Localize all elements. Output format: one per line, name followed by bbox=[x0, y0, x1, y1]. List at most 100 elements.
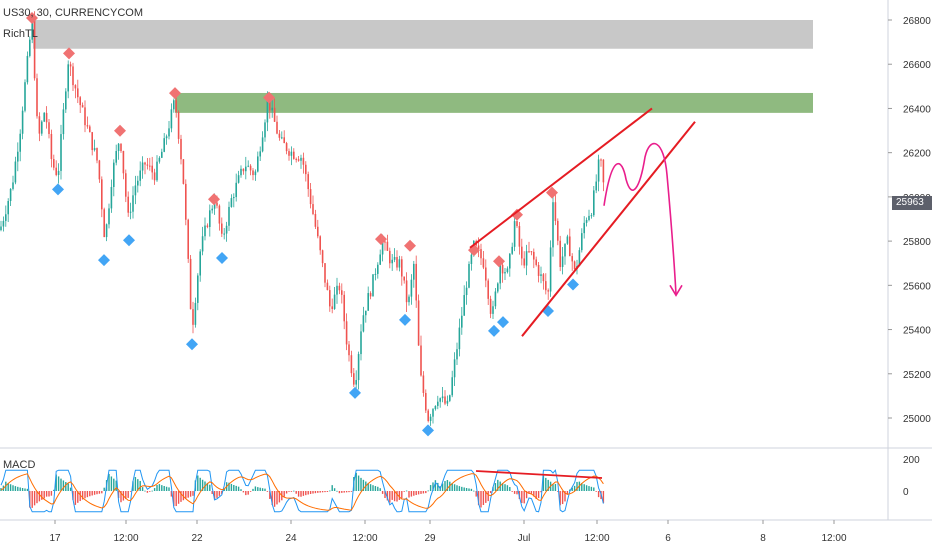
swing-low-marker[interactable] bbox=[422, 424, 434, 437]
candle-body[interactable] bbox=[45, 112, 48, 123]
wedge-lower-line[interactable] bbox=[521, 121, 696, 337]
candle-body[interactable] bbox=[458, 327, 461, 350]
candle-body[interactable] bbox=[5, 214, 7, 221]
candle-body[interactable] bbox=[144, 162, 146, 165]
swing-high-marker[interactable] bbox=[546, 186, 558, 199]
candle-body[interactable] bbox=[549, 247, 552, 292]
candle-body[interactable] bbox=[278, 133, 281, 138]
candle-body[interactable] bbox=[7, 201, 9, 215]
candle-body[interactable] bbox=[326, 282, 329, 291]
candle-body[interactable] bbox=[360, 331, 362, 355]
candle-body[interactable] bbox=[602, 159, 605, 183]
candle-body[interactable] bbox=[468, 263, 470, 288]
candle-body[interactable] bbox=[153, 172, 156, 181]
candle-body[interactable] bbox=[357, 354, 360, 381]
macd-divergence-line[interactable] bbox=[475, 470, 603, 479]
candle-body[interactable] bbox=[115, 151, 117, 163]
candle-body[interactable] bbox=[74, 85, 77, 89]
candle-body[interactable] bbox=[60, 134, 62, 171]
candle-body[interactable] bbox=[386, 241, 389, 251]
swing-high-marker[interactable] bbox=[114, 124, 126, 137]
swing-high-marker[interactable] bbox=[375, 233, 387, 246]
candle-body[interactable] bbox=[9, 188, 12, 202]
candle-body[interactable] bbox=[477, 245, 480, 250]
candle-body[interactable] bbox=[590, 215, 593, 217]
candle-body[interactable] bbox=[389, 250, 391, 264]
candle-body[interactable] bbox=[379, 254, 381, 265]
swing-high-marker[interactable] bbox=[169, 87, 181, 100]
candle-body[interactable] bbox=[33, 20, 36, 79]
candle-body[interactable] bbox=[0, 226, 2, 231]
candle-body[interactable] bbox=[276, 121, 278, 134]
candle-body[interactable] bbox=[295, 158, 297, 160]
candle-body[interactable] bbox=[127, 196, 129, 213]
candle-body[interactable] bbox=[499, 264, 501, 284]
candle-body[interactable] bbox=[230, 198, 233, 207]
candle-body[interactable] bbox=[285, 143, 288, 152]
candle-body[interactable] bbox=[585, 219, 588, 223]
candle-body[interactable] bbox=[259, 151, 261, 157]
candle-body[interactable] bbox=[434, 405, 437, 410]
candle-body[interactable] bbox=[533, 251, 535, 260]
candle-body[interactable] bbox=[367, 293, 369, 311]
candle-body[interactable] bbox=[441, 396, 444, 399]
candle-body[interactable] bbox=[561, 256, 564, 268]
candle-body[interactable] bbox=[91, 132, 93, 151]
candle-body[interactable] bbox=[218, 205, 221, 224]
candle-body[interactable] bbox=[43, 112, 45, 122]
candle-body[interactable] bbox=[530, 251, 533, 253]
candle-body[interactable] bbox=[261, 137, 264, 152]
candle-body[interactable] bbox=[120, 143, 122, 152]
candle-body[interactable] bbox=[237, 175, 240, 183]
candle-body[interactable] bbox=[204, 225, 206, 237]
candle-body[interactable] bbox=[170, 109, 173, 129]
swing-low-marker[interactable] bbox=[488, 324, 500, 337]
candle-body[interactable] bbox=[324, 263, 326, 283]
candle-body[interactable] bbox=[168, 128, 170, 137]
candle-body[interactable] bbox=[453, 359, 456, 378]
candle-body[interactable] bbox=[391, 259, 393, 264]
candle-body[interactable] bbox=[81, 105, 84, 108]
candle-body[interactable] bbox=[17, 151, 19, 162]
candle-body[interactable] bbox=[36, 78, 38, 117]
candle-body[interactable] bbox=[41, 121, 43, 134]
candle-body[interactable] bbox=[103, 209, 105, 238]
candle-body[interactable] bbox=[439, 398, 441, 402]
candle-body[interactable] bbox=[540, 274, 542, 276]
candle-body[interactable] bbox=[429, 416, 432, 421]
candle-body[interactable] bbox=[506, 268, 509, 273]
candle-body[interactable] bbox=[554, 202, 557, 221]
candle-body[interactable] bbox=[309, 189, 312, 205]
candle-body[interactable] bbox=[595, 181, 597, 191]
candle-body[interactable] bbox=[242, 168, 245, 172]
candle-body[interactable] bbox=[146, 164, 149, 166]
candle-body[interactable] bbox=[110, 186, 113, 209]
candle-body[interactable] bbox=[564, 243, 566, 257]
candle-body[interactable] bbox=[2, 220, 5, 227]
macd-signal-line[interactable] bbox=[0, 473, 604, 511]
candle-body[interactable] bbox=[405, 280, 408, 303]
candle-body[interactable] bbox=[69, 64, 72, 67]
candle-body[interactable] bbox=[175, 100, 177, 112]
candle-body[interactable] bbox=[247, 165, 249, 167]
candle-body[interactable] bbox=[381, 241, 384, 255]
candle-body[interactable] bbox=[98, 160, 101, 180]
candle-body[interactable] bbox=[353, 373, 355, 385]
candle-body[interactable] bbox=[201, 236, 204, 252]
resistance-zone-green[interactable] bbox=[175, 92, 813, 113]
resistance-zone-gray[interactable] bbox=[33, 20, 813, 49]
candle-body[interactable] bbox=[523, 258, 525, 266]
candle-body[interactable] bbox=[518, 226, 521, 247]
candle-body[interactable] bbox=[314, 213, 317, 227]
candle-body[interactable] bbox=[225, 225, 228, 234]
candle-body[interactable] bbox=[266, 100, 269, 123]
swing-low-marker[interactable] bbox=[497, 316, 509, 329]
candle-body[interactable] bbox=[449, 395, 451, 401]
candle-body[interactable] bbox=[588, 215, 590, 220]
candle-body[interactable] bbox=[21, 110, 24, 134]
candle-body[interactable] bbox=[151, 165, 153, 173]
candle-body[interactable] bbox=[221, 223, 223, 234]
swing-high-marker[interactable] bbox=[63, 47, 75, 60]
